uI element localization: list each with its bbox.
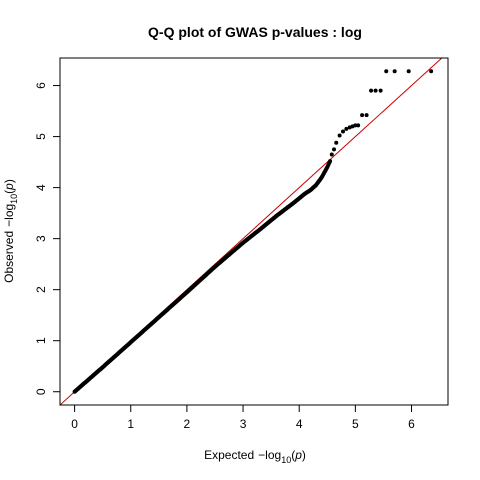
- y-axis: 0 1 2 3 4 5 6: [34, 82, 60, 395]
- y-axis-label-minus: −: [2, 220, 16, 227]
- data-point: [356, 123, 361, 128]
- x-axis-label-var: p: [294, 448, 302, 462]
- data-point: [341, 129, 345, 134]
- y-axis-label-log: log: [2, 204, 16, 220]
- y-tick-label: 4: [34, 184, 48, 191]
- data-point: [344, 126, 349, 131]
- chart-title: Q-Q plot of GWAS p-values : log: [148, 24, 362, 40]
- data-point: [369, 88, 374, 93]
- y-tick-label: 5: [34, 133, 48, 140]
- data-point: [429, 69, 434, 74]
- y-axis-label-var: p: [2, 183, 16, 191]
- data-point: [384, 69, 389, 74]
- x-tick-label: 1: [127, 417, 134, 431]
- y-axis-label-text: Observed: [2, 231, 16, 283]
- data-point: [353, 123, 358, 128]
- x-tick-label: 2: [184, 417, 191, 431]
- x-axis: 0 1 2 3 4 5 6: [71, 405, 415, 431]
- y-tick-label: 2: [34, 286, 48, 293]
- x-tick-label: 3: [240, 417, 247, 431]
- data-point: [332, 147, 337, 152]
- points-layer: [72, 69, 434, 394]
- y-axis-label: Observed −log10(p): [2, 179, 19, 283]
- plot-frame: [59, 57, 449, 406]
- x-axis-label-text: Expected: [204, 448, 254, 462]
- data-point: [328, 159, 333, 164]
- x-axis-label-base: 10: [281, 455, 291, 465]
- x-tick-label: 4: [296, 417, 303, 431]
- y-tick-label: 0: [34, 388, 48, 395]
- y-axis-label-base: 10: [9, 194, 19, 204]
- data-point: [373, 88, 378, 93]
- data-point: [334, 140, 339, 145]
- data-point: [360, 113, 365, 118]
- data-point: [364, 113, 369, 118]
- x-axis-label-log: log: [265, 448, 281, 462]
- y-axis-label-close: ): [2, 179, 16, 183]
- data-point: [406, 69, 411, 74]
- y-tick-label: 1: [34, 337, 48, 344]
- x-axis-label-close: ): [302, 448, 306, 462]
- y-tick-label: 3: [34, 235, 48, 242]
- x-axis-label: Expected −log10(p): [204, 448, 306, 465]
- x-tick-label: 6: [408, 417, 415, 431]
- data-point: [378, 88, 383, 93]
- x-tick-label: 0: [71, 417, 78, 431]
- x-tick-label: 5: [352, 417, 359, 431]
- data-point: [392, 69, 397, 74]
- x-axis-label-open: (: [291, 448, 295, 462]
- data-point: [329, 152, 334, 157]
- data-point: [337, 133, 342, 138]
- x-axis-label-minus: −: [258, 448, 265, 462]
- y-tick-label: 6: [34, 82, 48, 89]
- y-axis-label-open: (: [2, 190, 16, 194]
